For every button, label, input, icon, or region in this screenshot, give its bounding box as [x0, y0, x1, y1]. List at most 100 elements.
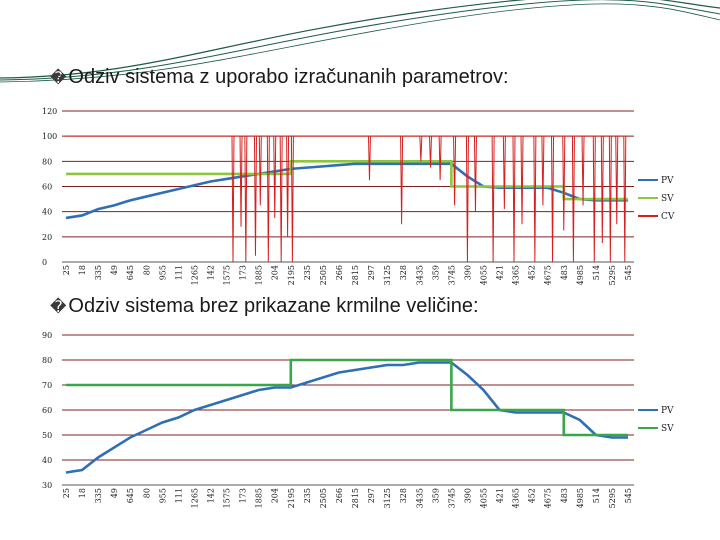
x-tick-label: 80	[142, 265, 151, 275]
y-tick-label: 80	[42, 157, 52, 166]
x-tick-label: 1265	[190, 265, 199, 285]
x-tick-label: 514	[592, 488, 601, 503]
x-tick-label: 142	[207, 265, 216, 280]
y-tick-label: 40	[42, 456, 52, 465]
slide-decoration	[0, 0, 720, 83]
x-tick-label: 1265	[190, 488, 199, 508]
bullet-glyph: �	[50, 70, 67, 87]
y-tick-label: 80	[42, 356, 52, 365]
x-tick-label: 4365	[512, 265, 521, 285]
x-tick-label: 4055	[479, 265, 488, 285]
bullet-glyph: �	[50, 299, 67, 316]
legend-label: SV	[661, 194, 674, 204]
y-tick-label: 70	[42, 381, 52, 390]
x-tick-label: 3435	[415, 265, 424, 285]
x-tick-label: 49	[110, 488, 119, 498]
x-tick-label: 3745	[447, 265, 456, 285]
x-tick-label: 2815	[351, 488, 360, 508]
x-tick-label: 359	[431, 488, 440, 503]
x-tick-label: 5295	[608, 265, 617, 285]
y-tick-label: 90	[42, 331, 52, 340]
x-tick-label: 2195	[287, 265, 296, 285]
x-tick-label: 4985	[576, 488, 585, 508]
x-tick-label: 3125	[383, 265, 392, 285]
x-tick-label: 111	[174, 488, 183, 503]
x-tick-label: 49	[110, 265, 119, 275]
x-tick-label: 335	[94, 488, 103, 503]
x-tick-label: 390	[463, 488, 472, 503]
x-tick-label: 4985	[576, 265, 585, 285]
x-tick-label: 25	[62, 488, 71, 498]
x-tick-label: 80	[142, 488, 151, 498]
x-tick-label: 25	[62, 265, 71, 275]
x-tick-label: 328	[399, 265, 408, 280]
x-tick-label: 328	[399, 488, 408, 503]
y-tick-label: 20	[42, 233, 52, 242]
x-tick-label: 645	[126, 265, 135, 280]
series-line-sv	[66, 358, 628, 437]
x-tick-label: 235	[303, 265, 312, 280]
y-tick-label: 100	[42, 132, 57, 141]
x-tick-label: 297	[367, 265, 376, 280]
x-tick-label: 1885	[255, 265, 264, 285]
x-tick-label: 514	[592, 265, 601, 280]
x-tick-label: 335	[94, 265, 103, 280]
x-tick-label: 173	[239, 265, 248, 280]
x-tick-label: 955	[158, 488, 167, 503]
x-tick-label: 645	[126, 488, 135, 503]
x-tick-label: 452	[528, 265, 537, 280]
y-tick-label: 40	[42, 208, 52, 217]
chart-without-cv: 30 40 50 60 70 80 90 25 18 335 49 645 80 955 111 1265 14…	[42, 331, 674, 508]
x-tick-label: 204	[271, 488, 280, 503]
x-tick-label: 2815	[351, 265, 360, 285]
series-line-pv	[65, 361, 628, 474]
heading-1-text: Odziv sistema z uporabo izračunanih para…	[68, 66, 509, 88]
x-tick-label: 545	[624, 488, 633, 503]
x-tick-label: 2505	[319, 265, 328, 285]
y-tick-label: 30	[42, 481, 52, 490]
series-line-cv	[66, 135, 628, 263]
legend-label: SV	[661, 424, 674, 434]
y-tick-label: 0	[42, 258, 47, 267]
x-tick-label: 359	[431, 265, 440, 280]
x-tick-label: 18	[78, 265, 87, 275]
slide-heading-1: � Odziv sistema z uporabo izračunanih par…	[50, 66, 509, 89]
y-tick-label: 60	[42, 183, 52, 192]
x-tick-label: 266	[335, 488, 344, 503]
x-tick-label: 1575	[223, 265, 232, 285]
x-tick-label: 3125	[383, 488, 392, 508]
y-tick-label: 60	[42, 406, 52, 415]
x-tick-label: 111	[174, 265, 183, 280]
x-tick-label: 4365	[512, 488, 521, 508]
x-tick-label: 142	[207, 488, 216, 503]
x-tick-label: 955	[158, 265, 167, 280]
x-tick-label: 390	[463, 265, 472, 280]
x-tick-label: 1575	[223, 488, 232, 508]
x-tick-label: 4675	[544, 488, 553, 508]
x-tick-label: 204	[271, 265, 280, 280]
heading-2-text: Odziv sistema brez prikazane krmilne vel…	[68, 295, 479, 317]
legend-label: PV	[661, 176, 674, 186]
chart-with-cv: 0 20 40 60 80 100 120 25 18 335 49 645 80 955 111 1265 1…	[42, 107, 675, 285]
x-tick-label: 421	[496, 488, 505, 503]
x-tick-label: 421	[496, 265, 505, 280]
x-tick-label: 18	[78, 488, 87, 498]
x-tick-label: 3745	[447, 488, 456, 508]
x-tick-label: 3435	[415, 488, 424, 508]
slide-heading-2: � Odziv sistema brez prikazane krmilne ve…	[50, 295, 479, 318]
x-tick-label: 297	[367, 488, 376, 503]
x-tick-label: 4055	[479, 488, 488, 508]
legend-label: CV	[661, 212, 675, 222]
y-tick-label: 120	[42, 107, 57, 116]
x-tick-label: 2505	[319, 488, 328, 508]
x-tick-label: 1885	[255, 488, 264, 508]
x-tick-label: 483	[560, 488, 569, 503]
x-tick-label: 235	[303, 488, 312, 503]
y-tick-label: 50	[42, 431, 52, 440]
x-tick-label: 266	[335, 265, 344, 280]
x-tick-label: 545	[624, 265, 633, 280]
legend-label: PV	[661, 406, 674, 416]
x-tick-label: 5295	[608, 488, 617, 508]
x-tick-label: 483	[560, 265, 569, 280]
x-tick-label: 173	[239, 488, 248, 503]
